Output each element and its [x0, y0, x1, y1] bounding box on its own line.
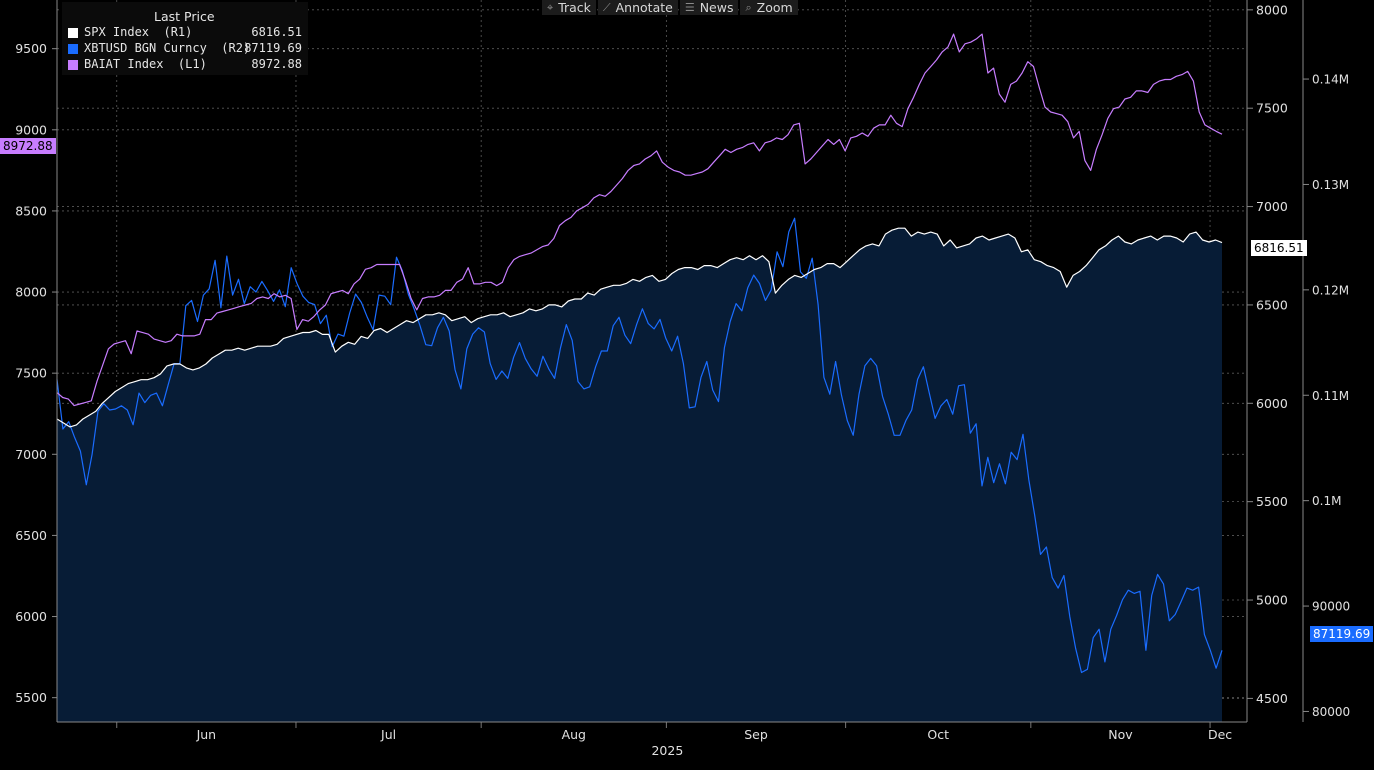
legend-name-spx: SPX Index (R1) [84, 25, 193, 39]
left-tick-label-8500: 8500 [15, 203, 47, 218]
r2-tick-label-0: 80000 [1312, 705, 1350, 719]
legend-swatch-spx [68, 28, 78, 38]
x-year-label: 2025 [651, 743, 683, 758]
chart-axes: Jun Jul Aug Sep Oct Nov Dec 2025 5500 6000 6500 700… [15, 0, 1350, 758]
pencil-icon: ⟋ [602, 1, 611, 14]
track-button[interactable]: ⌖ Track [542, 0, 596, 15]
x-tick-label-jun: Jun [196, 727, 217, 742]
x-tick-label-dec: Dec [1208, 727, 1232, 742]
last-price-tag-baiat: 8972.88 [0, 138, 56, 154]
magnifier-icon: ⌕ [745, 1, 752, 14]
r1-tick-label-4500: 4500 [1256, 691, 1288, 706]
r2-tick-label-5: 0.13M [1312, 178, 1349, 192]
last-price-tag-xbt: 87119.69 [1310, 626, 1374, 642]
legend-value-spx: 6816.51 [251, 25, 302, 39]
legend-swatch-baiat [68, 60, 78, 70]
track-label: Track [558, 0, 591, 15]
chart-series [56, 33, 1223, 722]
legend: Last Price SPX Index (R1) 6816.51 XBTUSD… [62, 2, 308, 75]
legend-name-xbt: XBTUSD BGN Curncy (R2) [84, 41, 251, 55]
left-tick-label-9500: 9500 [15, 41, 47, 56]
series-line-xbt [56, 217, 1223, 674]
series-line-spx [56, 227, 1223, 428]
last-price-tag-spx: 6816.51 [1251, 240, 1307, 256]
r2-tick-label-3: 0.11M [1312, 389, 1349, 403]
r1-tick-label-5000: 5000 [1256, 593, 1288, 608]
legend-value-baiat: 8972.88 [251, 57, 302, 71]
legend-header: Last Price [154, 9, 215, 24]
r1-tick-label-5500: 5500 [1256, 494, 1288, 509]
left-tick-label-8000: 8000 [15, 285, 47, 300]
legend-item-baiat[interactable]: BAIAT Index (L1) 8972.88 [68, 57, 302, 73]
r1-tick-label-8000: 8000 [1256, 2, 1288, 17]
crosshair-icon: ⌖ [547, 1, 554, 14]
news-button[interactable]: ☰ News [679, 0, 739, 15]
r2-tick-label-2: 0.1M [1312, 494, 1341, 508]
left-tick-label-5500: 5500 [15, 690, 47, 705]
zoom-button[interactable]: ⌕ Zoom [740, 0, 798, 15]
legend-name-baiat: BAIAT Index (L1) [84, 57, 207, 71]
legend-item-spx[interactable]: SPX Index (R1) 6816.51 [68, 25, 302, 41]
legend-value-xbt: 87119.69 [244, 41, 302, 55]
x-tick-label-sep: Sep [744, 727, 768, 742]
chart-toolbar: ⌖ Track ⟋ Annotate ☰ News ⌕ Zoom [542, 0, 800, 16]
r1-tick-label-7500: 7500 [1256, 101, 1288, 116]
series-area-spx [57, 228, 1222, 722]
news-icon: ☰ [684, 1, 695, 14]
r1-tick-label-7000: 7000 [1256, 199, 1288, 214]
x-tick-label-nov: Nov [1108, 727, 1133, 742]
news-label: News [699, 0, 734, 15]
x-tick-label-jul: Jul [380, 727, 396, 742]
r1-tick-label-6000: 6000 [1256, 396, 1288, 411]
left-tick-label-7000: 7000 [15, 447, 47, 462]
annotate-label: Annotate [615, 0, 673, 15]
left-tick-label-6000: 6000 [15, 609, 47, 624]
r2-tick-label-4: 0.12M [1312, 283, 1349, 297]
r2-tick-label-1: 90000 [1312, 600, 1350, 614]
r1-tick-label-6500: 6500 [1256, 297, 1288, 312]
x-axis-band [0, 723, 1374, 770]
x-tick-label-aug: Aug [562, 727, 586, 742]
legend-item-xbt[interactable]: XBTUSD BGN Curncy (R2) 87119.69 [68, 41, 302, 57]
left-tick-label-6500: 6500 [15, 528, 47, 543]
legend-swatch-xbt [68, 44, 78, 54]
zoom-label: Zoom [756, 0, 793, 15]
left-tick-label-7500: 7500 [15, 366, 47, 381]
x-tick-label-oct: Oct [927, 727, 949, 742]
annotate-button[interactable]: ⟋ Annotate [597, 0, 678, 15]
left-tick-label-9000: 9000 [15, 122, 47, 137]
r2-tick-label-6: 0.14M [1312, 73, 1349, 87]
series-line-baiat [56, 33, 1223, 407]
